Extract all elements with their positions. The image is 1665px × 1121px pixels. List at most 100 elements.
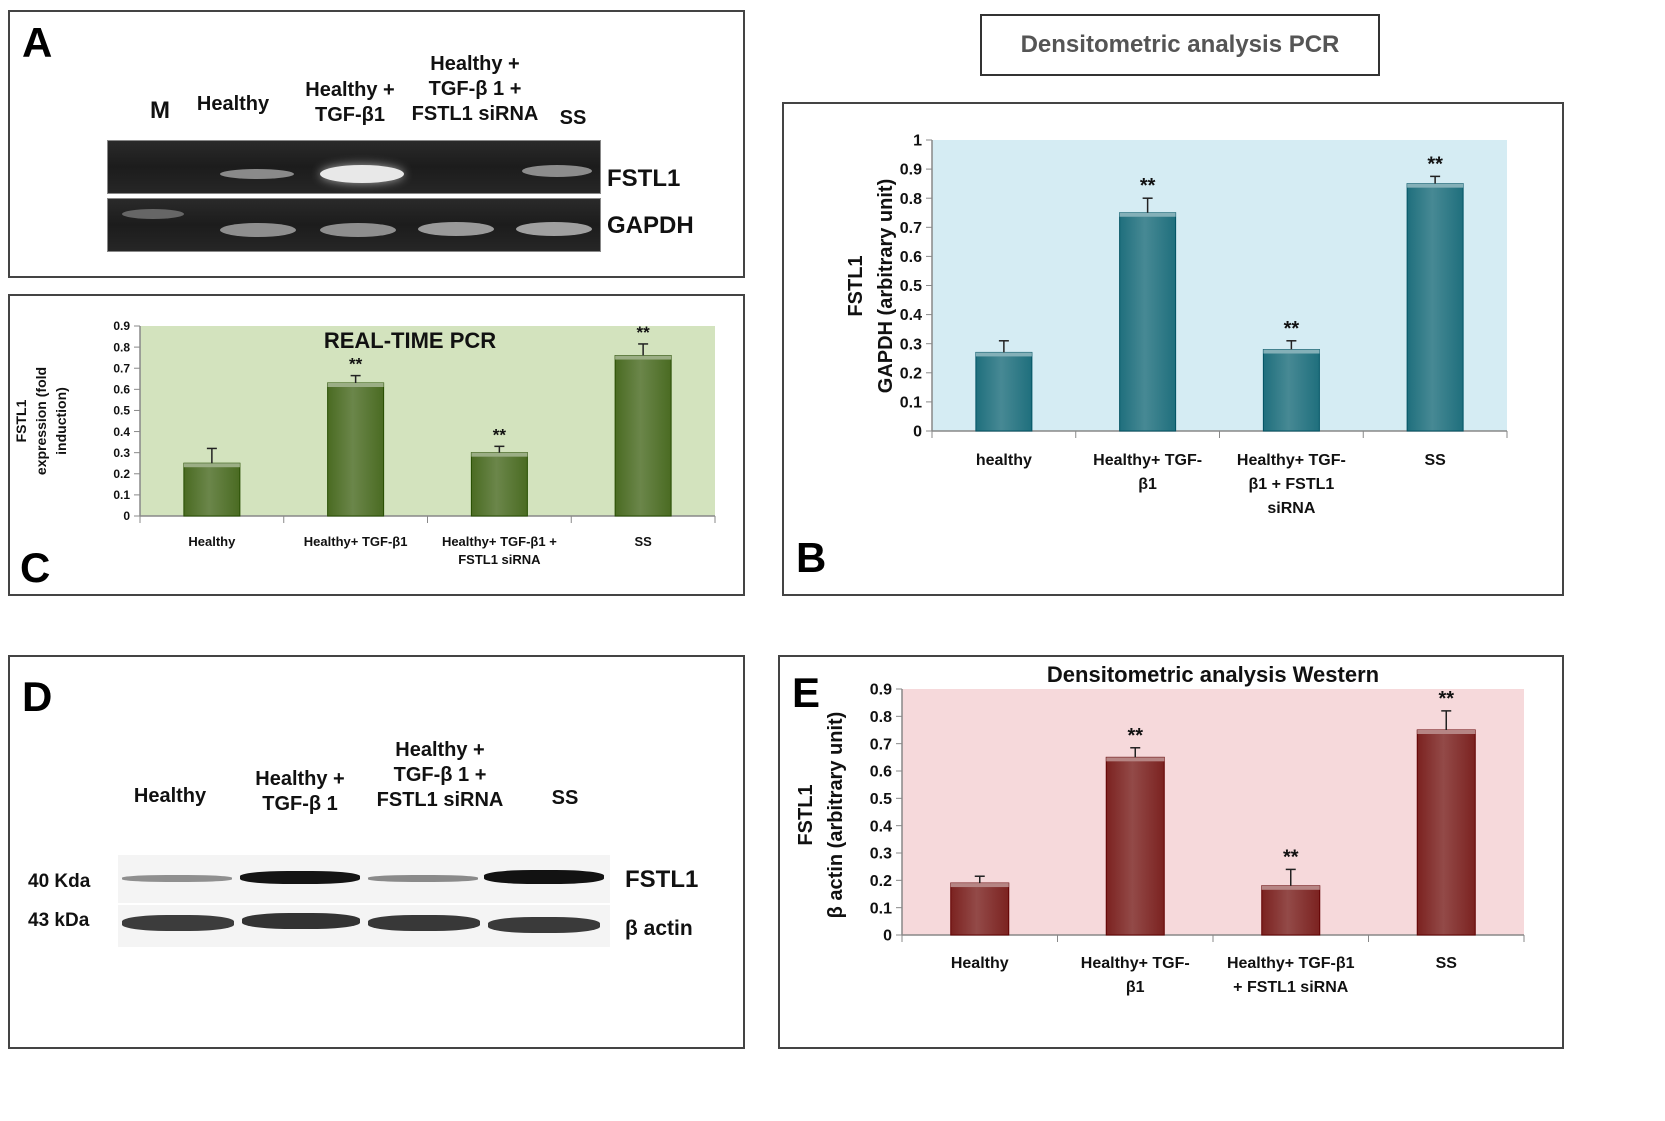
x-tick-label: Healthy+ TGF-β1 + FSTL1 siRNA <box>442 534 557 567</box>
panel-b-title: Densitometric analysis PCR <box>980 14 1380 76</box>
y-tick-label: 0.8 <box>900 191 922 208</box>
y-tick-label: 0 <box>123 509 130 523</box>
y-tick-label: 0.9 <box>870 682 892 699</box>
y-tick-label: 0.3 <box>113 446 130 460</box>
bar-cap <box>1106 757 1165 762</box>
bar-cap <box>183 463 240 468</box>
x-tick-label: Healthy+ TGF-β1 <box>1093 452 1202 493</box>
significance-label: ** <box>1283 846 1299 868</box>
blot-row-label: β actin <box>625 917 693 940</box>
bar-cap <box>950 883 1009 888</box>
x-tick-label: Healthy+ TGF-β1 + FSTL1 siRNA <box>1227 955 1355 996</box>
gel-a-row-label: FSTL1 <box>607 165 681 192</box>
y-axis-label: FSTL1 β actin (arbitrary unit) <box>795 712 847 919</box>
panel-letter: E <box>792 669 820 716</box>
gel-a-lane-label: M <box>150 97 170 124</box>
y-tick-label: 0.2 <box>900 365 922 382</box>
y-tick-label: 0.2 <box>870 873 892 890</box>
blot-band <box>368 875 478 882</box>
y-tick-label: 0.8 <box>870 709 892 726</box>
significance-label: ** <box>1140 175 1156 197</box>
bar <box>1416 729 1476 936</box>
bar <box>183 462 241 517</box>
blot-actin-row <box>118 905 610 947</box>
bar <box>975 351 1033 432</box>
significance-label: ** <box>637 323 651 342</box>
gel-a-lane-label: Healthy + TGF-β 1 + FSTL1 siRNA <box>411 53 539 125</box>
bar <box>1105 756 1165 936</box>
gel-band <box>220 223 296 237</box>
y-tick-label: 1 <box>913 133 922 150</box>
gel-a-lane-label: Healthy + TGF-β1 <box>305 79 395 126</box>
panel-letter: C <box>20 544 50 591</box>
blot-band <box>488 917 600 933</box>
bar-cap <box>1407 183 1464 188</box>
bar <box>1261 885 1321 936</box>
bar <box>1119 212 1177 432</box>
y-tick-label: 0.6 <box>900 249 922 266</box>
bar <box>470 452 528 517</box>
x-tick-label: Healthy <box>188 534 236 549</box>
y-tick-label: 0.4 <box>900 307 922 324</box>
y-axis-label: FSTL1 expression (fold induction) <box>13 367 69 475</box>
bar-cap <box>615 355 672 360</box>
y-tick-label: 0.2 <box>113 467 130 481</box>
chart-c: 0 0.1 0.2 0.3 0.4 0.5 0.6 0.7 0.8 0.9 Healthy ** Hea… <box>13 319 716 591</box>
y-tick-label: 0.6 <box>113 383 130 397</box>
gel-band <box>418 222 494 236</box>
x-tick-label: Healthy+ TGF-β1 <box>304 534 408 549</box>
gel-a-fstl1-row <box>107 140 601 194</box>
y-tick-label: 0.7 <box>113 361 130 375</box>
y-tick-label: 0.5 <box>113 404 130 418</box>
blot-fstl1-row <box>118 855 610 903</box>
panel-a-letter: A <box>22 19 53 66</box>
bar-cap <box>327 383 384 387</box>
y-tick-label: 0.9 <box>900 162 922 179</box>
blot-lane-label: Healthy + TGF-β 1 + FSTL1 siRNA <box>376 739 504 811</box>
x-tick-label: Healthy+ TGF-β1 <box>1081 955 1190 996</box>
gel-band <box>220 169 294 179</box>
significance-label: ** <box>493 425 507 444</box>
gel-a-row-label: GAPDH <box>607 212 694 239</box>
y-tick-label: 0.5 <box>900 278 922 295</box>
significance-label: ** <box>1427 153 1443 175</box>
gel-a-lane-label: SS <box>559 107 587 129</box>
bar-cap <box>1417 730 1476 734</box>
blot-band <box>122 875 232 882</box>
y-axis-label: FSTL1 GAPDH (arbitrary unit) <box>845 179 897 393</box>
chart-title: Densitometric analysis Western <box>1047 662 1379 687</box>
y-tick-label: 0 <box>883 928 892 945</box>
y-tick-label: 0.3 <box>900 336 922 353</box>
blot-band <box>122 915 234 931</box>
gel-band <box>522 165 592 177</box>
y-tick-label: 0.6 <box>870 764 892 781</box>
blot-lane-label: SS <box>551 787 579 809</box>
gel-a-gapdh-row <box>107 198 601 252</box>
bar-cap <box>1119 212 1176 217</box>
y-tick-label: 0.5 <box>870 791 892 808</box>
significance-label: ** <box>349 355 363 374</box>
panel-d-letter: D <box>22 673 53 720</box>
bar <box>614 355 672 517</box>
y-tick-label: 0.7 <box>870 736 892 753</box>
bar <box>1406 183 1464 432</box>
gel-band <box>320 223 396 237</box>
x-tick-label: SS <box>1424 452 1446 469</box>
y-tick-label: 0.8 <box>113 340 130 354</box>
y-tick-label: 0.4 <box>113 425 130 439</box>
y-tick-label: 0.7 <box>900 220 922 237</box>
blot-mw-label: 43 kDa <box>28 910 90 931</box>
bar-cap <box>471 452 528 457</box>
chart-b: 0 0.1 0.2 0.3 0.4 0.5 0.6 0.7 0.8 0.9 1 healthy ** He… <box>796 133 1508 581</box>
blot-band <box>368 915 480 931</box>
significance-label: ** <box>1127 725 1143 747</box>
x-tick-label: SS <box>1436 955 1458 972</box>
y-tick-label: 0.9 <box>113 319 130 333</box>
panel-d <box>8 655 745 1049</box>
gel-band <box>320 165 404 183</box>
panel-letter: B <box>796 534 826 581</box>
gel-band <box>122 209 184 219</box>
gel-band <box>516 222 592 236</box>
gel-a-lane-label: Healthy <box>196 93 270 115</box>
y-tick-label: 0.1 <box>870 900 892 917</box>
